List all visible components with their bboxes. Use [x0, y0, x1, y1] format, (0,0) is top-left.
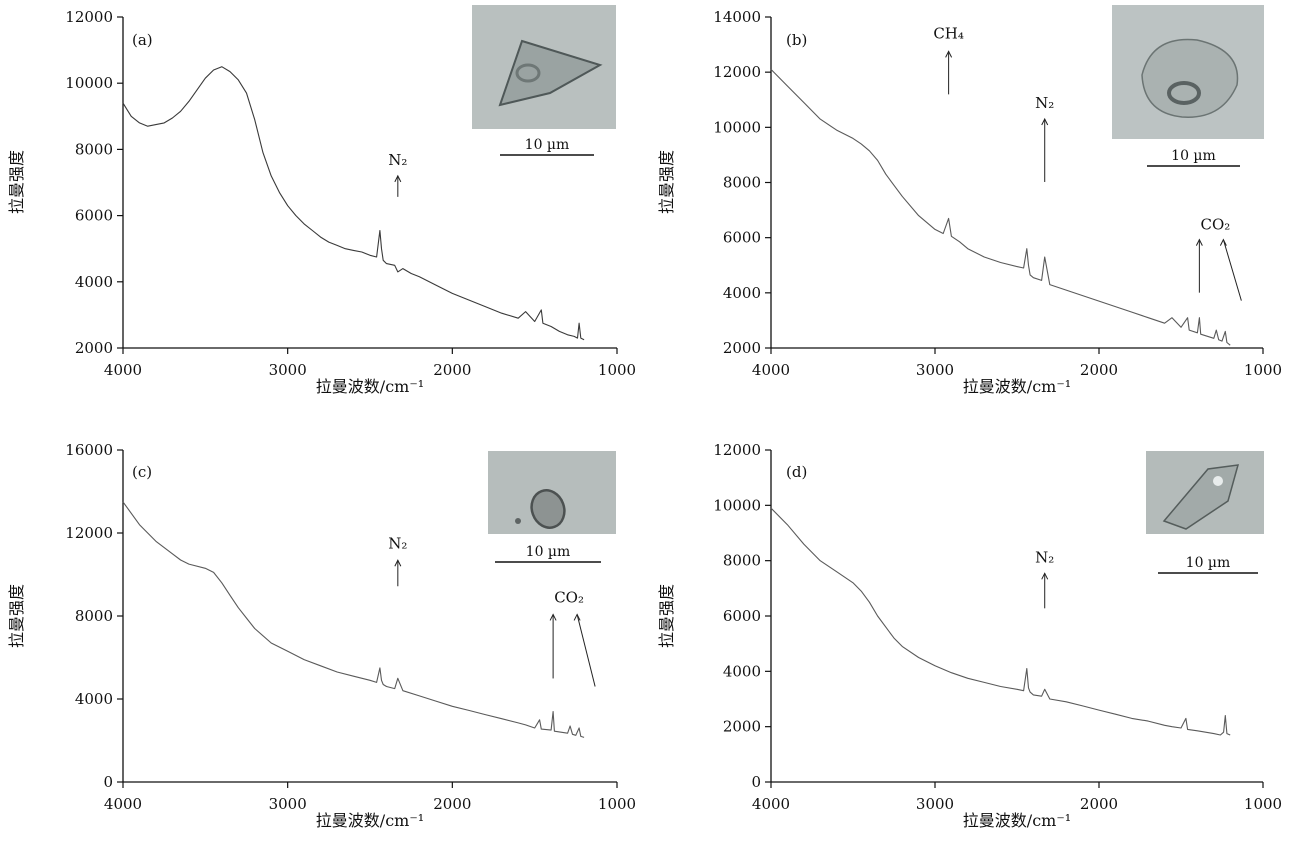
y-tick-label: 6000	[75, 207, 113, 225]
y-tick-label: 0	[751, 773, 761, 791]
vapor-bubble	[1167, 81, 1201, 105]
y-axis-title: 拉曼强度	[7, 150, 26, 214]
x-tick-label: 3000	[916, 361, 954, 379]
y-tick-label: 10000	[713, 496, 761, 514]
peak-arrowhead	[945, 50, 953, 58]
chart-panel-c: 0 4000 8000 12000 16000 4000 3000 2000 1000 拉曼波数/…	[7, 441, 636, 830]
x-tick-label: 2000	[1080, 795, 1118, 813]
y-tick-label: 12000	[713, 441, 761, 459]
peak-arrowhead	[1195, 238, 1203, 246]
peak-arrowhead	[394, 174, 402, 183]
spectrum-line-series-0	[122, 501, 585, 738]
scale-bar-label: 10 µm	[1186, 555, 1231, 571]
y-tick-label: 2000	[75, 339, 113, 357]
inclusion-micrograph	[1146, 451, 1264, 534]
x-tick-label: 1000	[1244, 361, 1282, 379]
peak-label: N₂	[1035, 94, 1054, 112]
y-tick-label: 4000	[723, 662, 761, 680]
inclusion-micrograph	[472, 5, 616, 129]
y-tick-label: 12000	[713, 63, 761, 81]
vapor-bubble	[515, 63, 541, 83]
x-tick-label: 4000	[104, 361, 142, 379]
peak-arrowhead	[394, 559, 402, 567]
spectrum-line-series-0	[122, 66, 585, 341]
x-tick-label: 2000	[433, 795, 471, 813]
peak-arrow	[1222, 239, 1242, 301]
x-tick-label: 4000	[104, 795, 142, 813]
x-axis-title: 拉曼波数/cm⁻¹	[316, 811, 424, 830]
y-tick-label: 10000	[65, 74, 113, 92]
scale-bar-label: 10 µm	[526, 544, 571, 560]
y-tick-label: 8000	[723, 174, 761, 192]
y-tick-label: 2000	[723, 339, 761, 357]
y-tick-label: 14000	[713, 8, 761, 26]
x-tick-label: 3000	[269, 361, 307, 379]
x-tick-label: 4000	[752, 361, 790, 379]
inclusion-shape	[498, 39, 603, 107]
y-axis-title: 拉曼强度	[657, 584, 676, 648]
scale-bar-label: 10 µm	[525, 137, 570, 153]
y-tick-label: 16000	[65, 441, 113, 459]
peak-arrowhead	[1041, 572, 1049, 580]
x-tick-label: 1000	[1244, 795, 1282, 813]
inclusion-micrograph	[488, 451, 616, 534]
peak-label: CO₂	[1200, 216, 1230, 234]
y-tick-label: 0	[103, 773, 113, 791]
x-tick-label: 2000	[433, 361, 471, 379]
peak-arrowhead	[1219, 238, 1227, 246]
x-tick-label: 1000	[598, 361, 636, 379]
scale-bar-label: 10 µm	[1171, 148, 1216, 164]
peak-arrowhead	[549, 613, 557, 621]
spectrum-line-series-0	[770, 69, 1231, 346]
inclusion-shape	[530, 489, 566, 529]
y-tick-label: 12000	[65, 8, 113, 26]
panel-label: (d)	[786, 463, 807, 481]
vapor-bubble	[1213, 476, 1223, 486]
panel-label: (c)	[132, 463, 152, 481]
spectrum-line-series-0	[770, 507, 1231, 736]
y-tick-label: 8000	[75, 607, 113, 625]
y-tick-label: 2000	[723, 718, 761, 736]
x-axis-title: 拉曼波数/cm⁻¹	[963, 811, 1071, 830]
peak-arrow	[576, 614, 596, 687]
small-inclusion	[515, 518, 521, 524]
x-tick-label: 3000	[916, 795, 954, 813]
peak-label: N₂	[388, 151, 407, 169]
peak-arrowhead	[1041, 117, 1049, 126]
y-tick-label: 6000	[723, 607, 761, 625]
x-tick-label: 4000	[752, 795, 790, 813]
peak-label: N₂	[388, 534, 407, 552]
y-tick-label: 4000	[723, 284, 761, 302]
peak-label: CH₄	[933, 24, 964, 42]
panel-label: (a)	[132, 31, 153, 49]
chart-panel-a: 2000 4000 6000 8000 10000 12000 4000 3000 2000 10…	[7, 5, 636, 396]
y-tick-label: 4000	[75, 273, 113, 291]
chart-panel-d: 0 2000 4000 6000 8000 10000 12000 4000 3000 2000 1…	[657, 441, 1282, 830]
y-tick-label: 6000	[723, 229, 761, 247]
y-axis-title: 拉曼强度	[7, 584, 26, 648]
peak-label: CO₂	[554, 588, 584, 606]
y-tick-label: 8000	[723, 552, 761, 570]
x-tick-label: 3000	[269, 795, 307, 813]
peak-label: N₂	[1035, 548, 1054, 566]
y-tick-label: 8000	[75, 140, 113, 158]
y-tick-label: 12000	[65, 524, 113, 542]
chart-panel-b: 2000 4000 6000 8000 10000 12000 14000 4000 3000 2…	[657, 5, 1282, 396]
panel-label: (b)	[786, 31, 807, 49]
peak-arrowhead	[573, 613, 581, 621]
x-axis-title: 拉曼波数/cm⁻¹	[316, 377, 424, 396]
x-tick-label: 2000	[1080, 361, 1118, 379]
x-tick-label: 1000	[598, 795, 636, 813]
inclusion-micrograph	[1112, 5, 1264, 139]
y-tick-label: 10000	[713, 118, 761, 136]
x-axis-title: 拉曼波数/cm⁻¹	[963, 377, 1071, 396]
inclusion-shape	[1141, 38, 1239, 118]
y-axis-title: 拉曼强度	[657, 150, 676, 214]
y-tick-label: 4000	[75, 690, 113, 708]
